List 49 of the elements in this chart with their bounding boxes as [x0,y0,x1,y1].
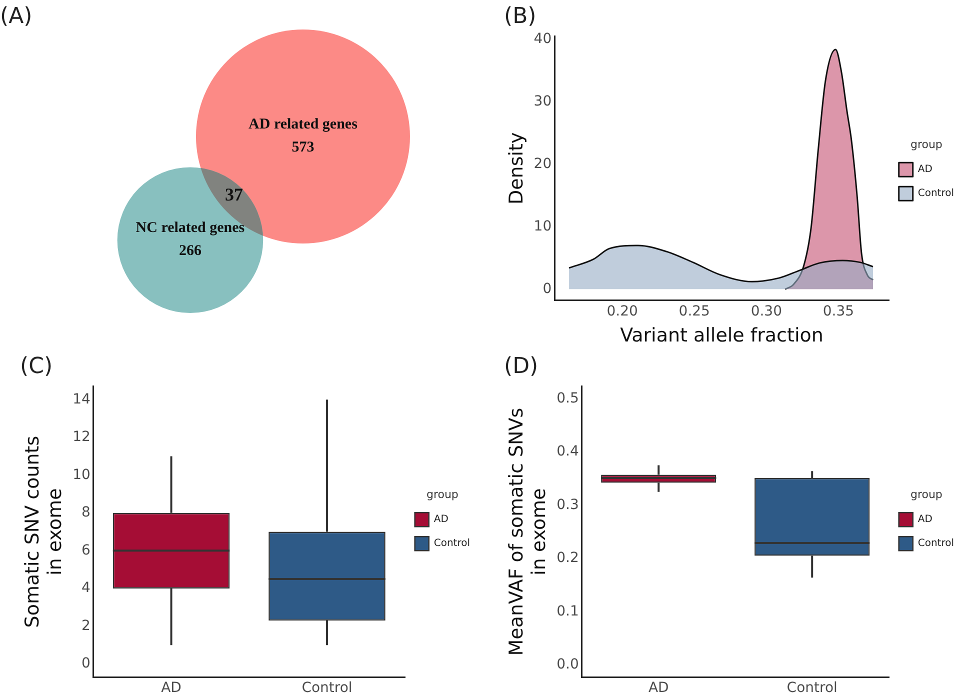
legend-label: Control [918,188,954,200]
x-tick-label: Control [302,680,352,696]
y-tick-label: 10 [534,218,552,234]
x-tick-label: 0.35 [822,303,854,320]
chart-title: (B) [504,4,536,29]
text: (A) [0,4,32,29]
legend-title: group [426,488,458,501]
x-tick-label: 0.30 [750,303,782,320]
y-tick-label: 6 [81,542,90,558]
x-tick-label: AD [161,680,182,696]
x-axis-title: Variant allele fraction [620,324,824,347]
y-tick-label: 4 [81,580,90,596]
category-label: AD related genes [248,116,358,132]
x-tick-label: Control [786,680,838,696]
text: 37 [225,184,244,204]
legend-label: Control [918,538,954,550]
legend-label: Control [434,538,470,550]
y-tick-label: 0 [81,656,90,672]
y-tick-label: 14 [72,391,90,408]
chart-title: (D) [504,354,538,379]
y-tick-label: 2 [81,618,90,634]
legend-label: AD [918,514,933,526]
x-tick-label: AD [648,680,669,696]
y-tick-label: 8 [81,504,90,521]
y-tick-label: 30 [534,94,552,110]
y-tick-label: 0.5 [556,390,579,406]
legend-label: AD [434,514,449,526]
data-label: 573 [292,139,314,156]
y-tick-label: 0.3 [556,496,579,513]
legend-title: group [910,488,942,501]
y-tick-label: 0.2 [556,550,579,566]
x-tick-label: 0.25 [678,303,710,320]
y-tick-label: 10 [72,466,90,483]
chart-title: (C) [20,354,53,379]
y-tick-label: 0.0 [556,656,579,673]
y-axis-title: Somatic SNV counts in exome [21,436,66,628]
legend-label: AD [918,164,933,176]
y-axis-title: Density [505,132,528,205]
data-label: 266 [178,242,202,259]
y-tick-label: 0.1 [556,603,579,620]
x-tick-label: 0.20 [606,303,638,320]
legend-title: group [910,138,942,151]
category-label: NC related genes [136,220,245,236]
y-tick-label: 0.4 [556,444,579,460]
y-axis-title: MeanVAF of somatic SNVs in exome [505,408,550,656]
y-tick-label: 20 [534,156,552,172]
y-tick-label: 12 [72,429,90,446]
y-tick-label: 0 [542,280,552,297]
y-tick-label: 40 [534,31,552,48]
